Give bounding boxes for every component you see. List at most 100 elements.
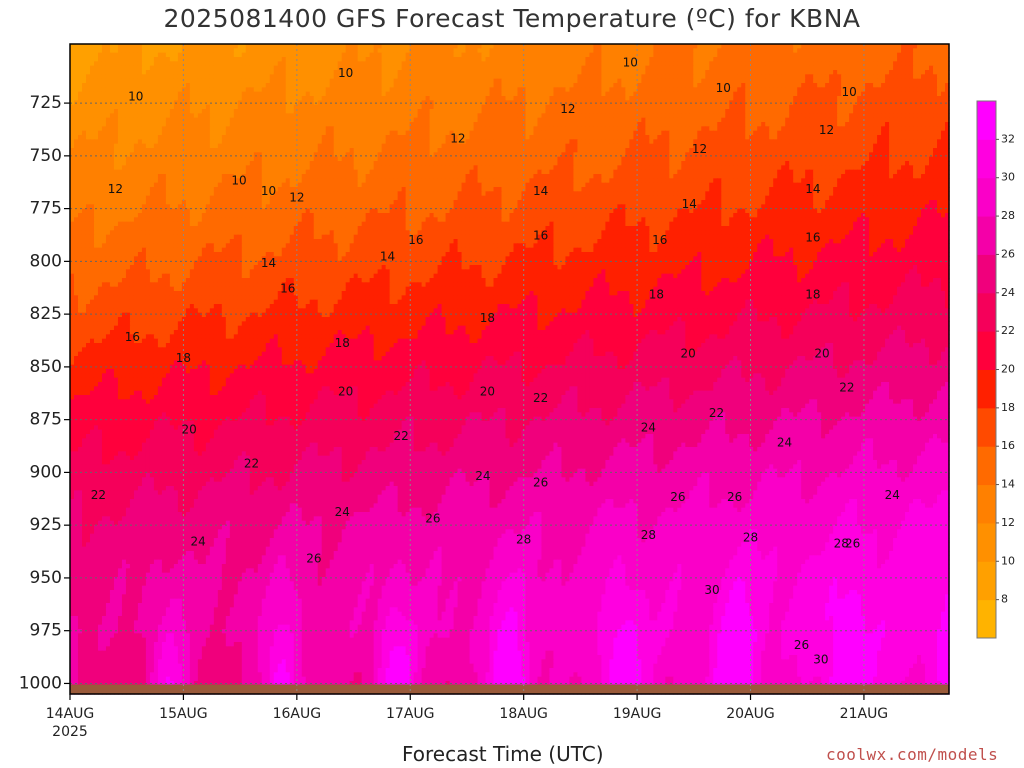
temperature-cell xyxy=(837,79,842,84)
temperature-cell xyxy=(178,118,183,123)
temperature-cell xyxy=(298,48,303,53)
temperature-cell xyxy=(821,87,826,92)
temperature-cell xyxy=(482,96,487,101)
temperature-cell xyxy=(90,92,95,97)
temperature-cell xyxy=(186,83,191,88)
temperature-cell xyxy=(102,74,107,79)
temperature-cell xyxy=(569,96,574,101)
temperature-cell xyxy=(258,96,263,101)
temperature-cell xyxy=(258,61,263,66)
temperature-cell xyxy=(541,48,546,53)
temperature-cell xyxy=(274,92,279,97)
temperature-cell xyxy=(897,53,902,58)
temperature-cell xyxy=(182,66,187,71)
temperature-cell xyxy=(597,92,602,97)
temperature-cell xyxy=(541,74,546,79)
temperature-cell xyxy=(809,57,814,62)
temperature-cell xyxy=(514,96,519,101)
temperature-cell xyxy=(146,87,151,92)
temperature-cell xyxy=(366,74,371,79)
temperature-cell xyxy=(146,66,151,71)
temperature-cell xyxy=(194,61,199,66)
temperature-cell xyxy=(649,48,654,53)
temperature-cell xyxy=(486,105,491,110)
temperature-cell xyxy=(494,79,499,84)
temperature-cell xyxy=(917,122,922,127)
temperature-cell xyxy=(805,79,810,84)
temperature-cell xyxy=(933,74,938,79)
temperature-cell xyxy=(74,126,79,131)
temperature-cell xyxy=(617,53,622,58)
temperature-cell xyxy=(238,92,243,97)
temperature-cell xyxy=(346,53,351,58)
temperature-cell xyxy=(545,118,550,123)
temperature-cell xyxy=(482,87,487,92)
temperature-cell xyxy=(170,57,175,62)
temperature-cell xyxy=(793,105,798,110)
temperature-cell xyxy=(797,53,802,58)
temperature-cell xyxy=(713,113,718,118)
temperature-cell xyxy=(893,53,898,58)
temperature-cell xyxy=(222,79,227,84)
temperature-cell xyxy=(286,61,291,66)
temperature-cell xyxy=(573,87,578,92)
temperature-cell xyxy=(573,96,578,101)
temperature-cell xyxy=(106,105,111,110)
temperature-cell xyxy=(226,57,231,62)
temperature-cell xyxy=(326,87,331,92)
temperature-cell xyxy=(422,96,427,101)
temperature-cell xyxy=(549,48,554,53)
temperature-cell xyxy=(446,83,451,88)
temperature-cell xyxy=(857,53,862,58)
temperature-cell xyxy=(270,61,275,66)
temperature-cell xyxy=(434,87,439,92)
temperature-cell xyxy=(242,113,247,118)
temperature-cell xyxy=(677,66,682,71)
temperature-cell xyxy=(541,126,546,131)
temperature-cell xyxy=(885,87,890,92)
temperature-cell xyxy=(246,122,251,127)
temperature-cell xyxy=(438,61,443,66)
temperature-cell xyxy=(785,96,790,101)
temperature-cell xyxy=(741,87,746,92)
temperature-cell xyxy=(725,74,730,79)
temperature-cell xyxy=(358,118,363,123)
temperature-cell xyxy=(753,79,758,84)
temperature-cell xyxy=(406,79,411,84)
temperature-cell xyxy=(893,57,898,62)
temperature-cell xyxy=(90,79,95,84)
temperature-cell xyxy=(845,79,850,84)
temperature-cell xyxy=(494,109,499,114)
temperature-cell xyxy=(146,118,151,123)
temperature-cell xyxy=(893,118,898,123)
temperature-cell xyxy=(306,126,311,131)
temperature-cell xyxy=(170,126,175,131)
temperature-cell xyxy=(150,87,155,92)
temperature-cell xyxy=(138,126,143,131)
temperature-cell xyxy=(605,66,610,71)
temperature-cell xyxy=(478,92,483,97)
temperature-cell xyxy=(589,53,594,58)
temperature-cell xyxy=(218,74,223,79)
temperature-cell xyxy=(689,122,694,127)
temperature-cell xyxy=(609,57,614,62)
temperature-cell xyxy=(553,57,558,62)
temperature-cell xyxy=(561,122,566,127)
temperature-cell xyxy=(753,61,758,66)
temperature-cell xyxy=(573,126,578,131)
temperature-cell xyxy=(174,92,179,97)
temperature-cell xyxy=(242,118,247,123)
temperature-cell xyxy=(817,66,822,71)
temperature-cell xyxy=(494,74,499,79)
temperature-cell xyxy=(454,66,459,71)
temperature-cell xyxy=(781,74,786,79)
temperature-cell xyxy=(769,57,774,62)
temperature-cell xyxy=(130,118,135,123)
temperature-cell xyxy=(494,122,499,127)
temperature-cell xyxy=(366,57,371,62)
temperature-cell xyxy=(601,66,606,71)
temperature-cell xyxy=(246,83,251,88)
temperature-cell xyxy=(753,83,758,88)
temperature-cell xyxy=(537,92,542,97)
temperature-cell xyxy=(577,48,582,53)
